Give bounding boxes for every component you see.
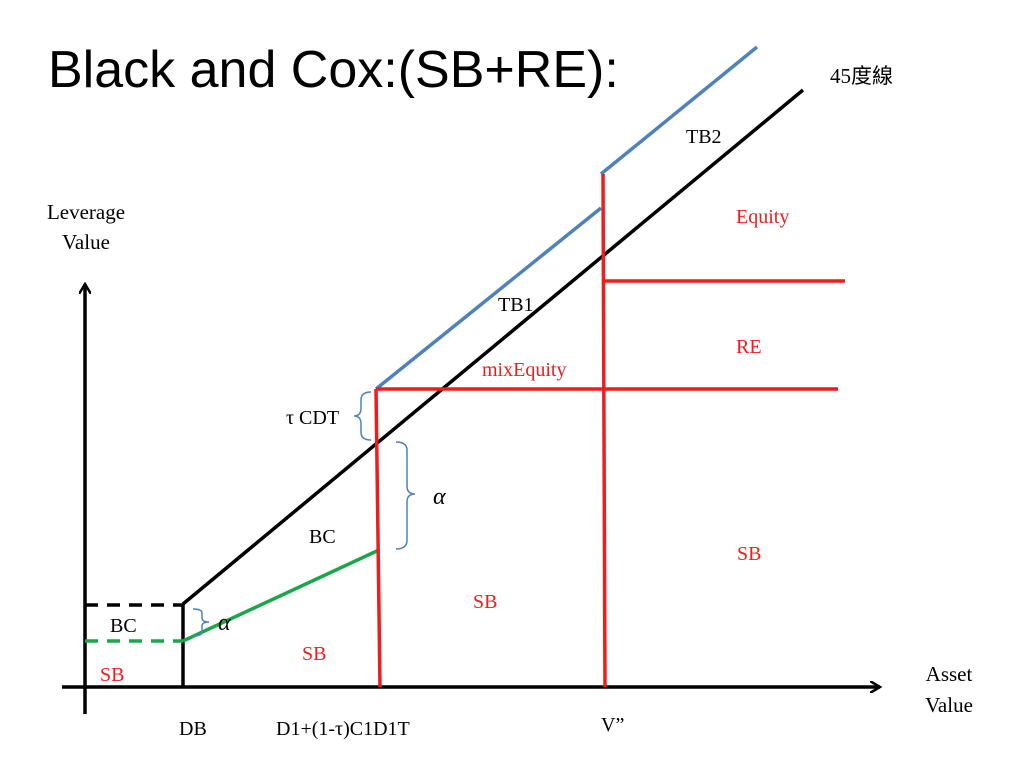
tb2-label: TB2: [686, 126, 722, 148]
tb1-label: TB1: [498, 294, 534, 316]
y-axis-label-line2: Value: [62, 230, 110, 254]
tb2-line: [601, 47, 757, 174]
red-vertical-d1: [376, 389, 380, 687]
bc-middle-label: BC: [309, 526, 336, 548]
alpha-upper-brace: [396, 442, 415, 549]
db-label: DB: [179, 718, 207, 740]
bc-left-label: BC: [110, 615, 137, 637]
tau-cdt-label: τ CDT: [286, 407, 339, 429]
alpha-lower-label: α: [218, 610, 231, 636]
y-axis-label-line1: Leverage: [47, 200, 125, 224]
v-double-prime-label: V”: [601, 714, 624, 736]
equity-label: Equity: [736, 206, 789, 228]
sb-lower-label: SB: [302, 643, 326, 665]
mix-equity-label: mixEquity: [482, 359, 566, 381]
tau-cdt-brace: [354, 392, 371, 440]
sb-right-label: SB: [737, 543, 761, 565]
red-vertical-v: [603, 174, 605, 687]
x-axis-label-line1: Asset: [926, 662, 973, 686]
x-axis-label-line2: Value: [925, 693, 973, 717]
sb-left-label: SB: [100, 664, 124, 686]
sb-green-line: [183, 550, 379, 641]
alpha-upper-label: α: [433, 484, 446, 510]
degree-45-line: [183, 90, 803, 604]
re-label: RE: [736, 336, 762, 358]
degree-line-label: 45度線: [830, 64, 893, 88]
sb-middle-label: SB: [473, 591, 497, 613]
d1-expression-label: D1+(1-τ)C1D1T: [276, 718, 410, 740]
